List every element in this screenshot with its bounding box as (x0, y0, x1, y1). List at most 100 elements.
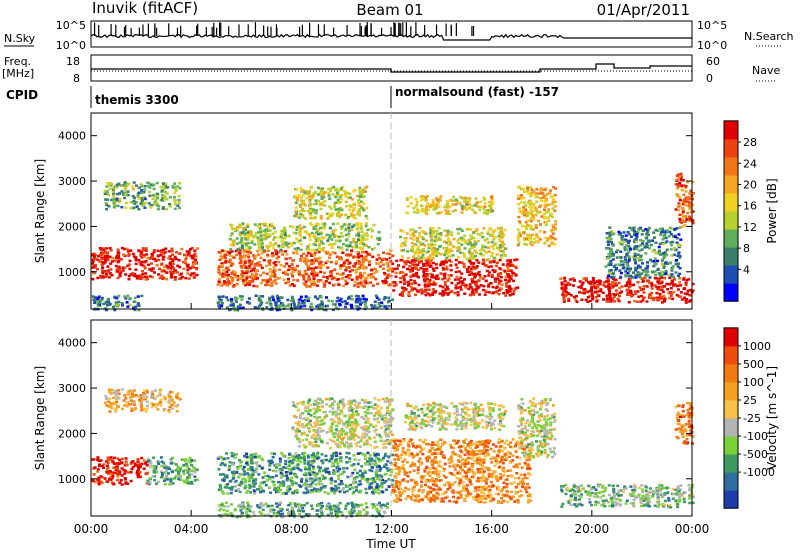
power-cell (375, 296, 379, 299)
power-cell (457, 261, 461, 264)
power-cell (142, 254, 146, 257)
power-cell (175, 271, 179, 274)
power-cell (365, 298, 368, 301)
power-cell (348, 204, 352, 207)
power-cell (660, 281, 664, 285)
velocity-cell (174, 474, 178, 478)
power-cell (253, 243, 257, 246)
power-cell (329, 242, 333, 246)
power-cell (310, 223, 314, 227)
power-cell (535, 188, 539, 191)
power-cell (431, 227, 435, 230)
power-cell (359, 271, 363, 275)
power-cell (656, 259, 660, 263)
power-cell (352, 207, 356, 211)
power-cell (437, 205, 441, 208)
power-cell (622, 260, 626, 263)
power-cell (247, 236, 251, 239)
power-cell (572, 284, 575, 287)
power-cell (244, 266, 248, 269)
power-cell (327, 194, 331, 197)
power-cell (465, 201, 468, 205)
power-cell (244, 238, 248, 241)
power-cell (657, 252, 661, 255)
power-cell (319, 270, 323, 274)
power-cell (260, 301, 264, 304)
power-cell (179, 272, 183, 275)
velocity-cell (170, 407, 174, 410)
power-cell (143, 188, 147, 191)
power-cell (217, 269, 221, 272)
power-cell (452, 237, 456, 241)
power-cell (498, 244, 502, 247)
power-cell (460, 261, 464, 265)
power-cell (352, 202, 356, 206)
power-cell (436, 247, 440, 251)
power-cell (499, 256, 503, 259)
power-cell (443, 247, 447, 250)
power-cell (611, 284, 615, 287)
velocity-cell (115, 463, 119, 466)
power-cell (296, 264, 299, 268)
power-cell (105, 256, 109, 259)
power-cell (268, 300, 272, 303)
nave-label: Nave (752, 64, 780, 77)
power-cell (374, 277, 378, 281)
power-cell (353, 217, 357, 220)
velocity-cell (195, 468, 199, 472)
power-cell (129, 249, 133, 252)
power-cell (658, 274, 662, 277)
power-cell (140, 189, 144, 192)
power-cell (623, 273, 627, 277)
power-cell (364, 214, 368, 218)
power-cell (249, 269, 253, 273)
power-cell (433, 237, 437, 240)
power-cell (399, 235, 403, 239)
power-cell (664, 272, 668, 275)
power-cell (468, 283, 472, 286)
power-cell (240, 239, 244, 242)
power-cell (429, 236, 433, 239)
power-cell (112, 193, 116, 196)
power-colorbar-frame (723, 120, 739, 302)
power-cell (449, 247, 453, 251)
power-cell (363, 302, 367, 306)
power-cell (616, 297, 620, 301)
power-cell (640, 233, 644, 236)
power-cell (347, 277, 351, 280)
velocity-cell (245, 460, 249, 463)
power-cell (447, 277, 451, 280)
power-cell (460, 272, 464, 275)
power-cell (190, 256, 194, 259)
power-cell (621, 267, 625, 270)
power-cell (264, 222, 268, 225)
power-cell (99, 249, 103, 252)
power-cell (319, 264, 323, 267)
power-cell (358, 242, 362, 245)
power-cell (113, 308, 117, 312)
power-cell (493, 229, 497, 232)
power-cell (361, 236, 365, 240)
power-cell (371, 229, 374, 233)
velocity-cell (244, 485, 248, 489)
power-cell (149, 262, 153, 265)
velocity-cell (163, 466, 167, 469)
power-cell (467, 250, 471, 253)
power-cell (444, 209, 448, 212)
power-cell (141, 272, 145, 276)
power-cell (223, 249, 227, 253)
power-cell (310, 308, 314, 312)
power-cell (444, 261, 448, 264)
power-cell (474, 242, 478, 245)
power-cell (309, 209, 312, 212)
power-cell (118, 272, 122, 275)
power-cell (434, 229, 438, 233)
power-cell (312, 233, 316, 236)
power-cell (115, 296, 119, 300)
power-cell (445, 199, 449, 203)
power-cell (115, 199, 118, 202)
power-cell (498, 272, 502, 276)
power-cell (261, 295, 265, 298)
power-cell (405, 211, 409, 214)
power-cell (470, 291, 474, 294)
